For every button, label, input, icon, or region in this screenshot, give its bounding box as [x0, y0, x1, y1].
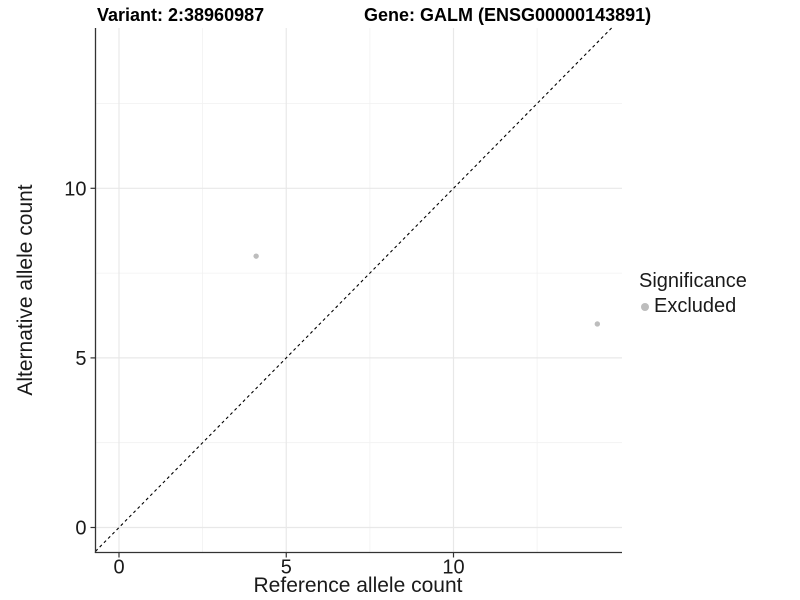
legend: Significance Excluded [639, 270, 747, 318]
plot-title-gene: Gene: GALM (ENSG00000143891) [364, 5, 652, 25]
legend-item-excluded: Excluded [639, 295, 747, 318]
y-tick-label: 0 [75, 518, 86, 540]
y-axis-title: Alternative allele count [14, 184, 37, 396]
x-axis-title: Reference allele count [253, 574, 463, 597]
legend-point-icon [641, 302, 649, 311]
y-tick-label: 5 [75, 348, 86, 370]
y-tick-label: 10 [64, 178, 86, 200]
identity-line [95, 27, 612, 552]
x-tick-label: 0 [113, 557, 124, 579]
x-tick-label: 10 [442, 557, 464, 579]
data-point [594, 321, 601, 327]
plot-title-variant: Variant: 2:38960987 [97, 5, 265, 25]
data-point [253, 253, 259, 259]
legend-item-label: Excluded [654, 295, 737, 317]
legend-title: Significance [639, 270, 747, 292]
x-tick-label: 5 [281, 557, 292, 579]
